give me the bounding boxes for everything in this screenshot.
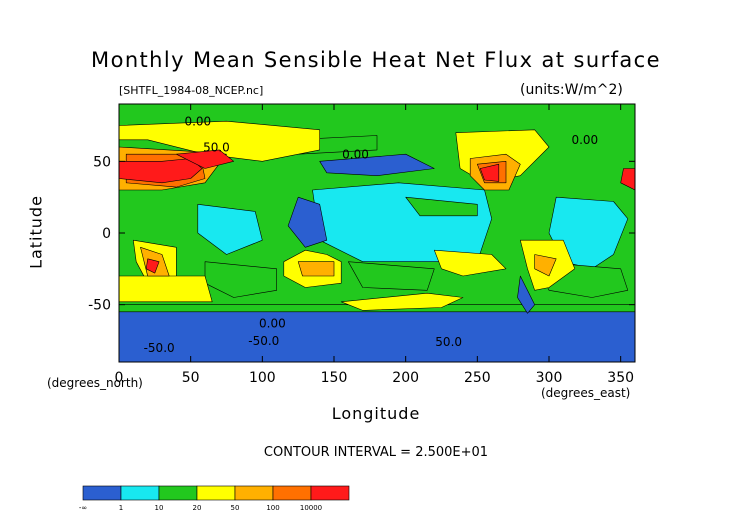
x-tick-label: 150 [321, 370, 348, 386]
colorbar-swatch [234, 485, 274, 501]
colorbar-tick-label: 100 [266, 504, 279, 512]
contour-label: 0.00 [342, 147, 369, 161]
y-axis-label: Latitude [26, 195, 46, 269]
colorbar-tick-label: 1 [119, 504, 123, 512]
colorbar-swatch [272, 485, 312, 501]
y-tick-label: 0 [102, 226, 111, 242]
map-region-low [312, 182, 493, 263]
map-region-positive [433, 249, 507, 277]
y-tick-label: 50 [93, 154, 111, 170]
colorbar-swatch [196, 485, 236, 501]
x-axis-label: Longitude [331, 404, 421, 423]
colorbar-tick-label: 50 [231, 504, 240, 512]
map-region-high [534, 254, 557, 277]
colorbar-swatch [120, 485, 160, 501]
map-region-very_negative [119, 311, 635, 362]
x-tick-label: 0 [115, 370, 124, 386]
map-region-very_negative [319, 153, 435, 176]
contour-label: 0.00 [571, 133, 598, 147]
axis-ticks: 0 50 100 150 200 250 300 350 -50 0 50 [88, 104, 635, 386]
map-region-low [197, 204, 263, 255]
colorbar-swatch [158, 485, 198, 501]
y-axis-unit-label: (degrees_north) [47, 376, 143, 390]
contour-label: 50.0 [435, 335, 462, 349]
map-region-highest [119, 158, 203, 184]
contour-label: -50.0 [144, 341, 175, 355]
map-region-very_negative [287, 196, 328, 248]
contour-label: 0.00 [184, 115, 211, 129]
map-region-positive [119, 120, 321, 162]
units-label: (units:W/m^2) [520, 82, 623, 98]
colorbar: -∞ 1 10 20 50 100 10000 [79, 485, 350, 512]
colorbar-swatch [310, 485, 350, 501]
map-region-positive [119, 275, 213, 303]
map-region-mid [405, 196, 478, 217]
map-region-highest [479, 163, 500, 182]
contour-interval-label: CONTOUR INTERVAL = 2.500E+01 [263, 445, 489, 460]
contour-label: 0.00 [259, 317, 286, 331]
x-tick-label: 250 [464, 370, 491, 386]
heat-flux-map [119, 104, 635, 362]
map-region-high [297, 261, 335, 277]
map-region-positive [340, 292, 464, 311]
file-label: [SHTFL_1984-08_NCEP.nc] [119, 84, 264, 97]
map-region-mid [347, 261, 435, 291]
x-tick-label: 300 [536, 370, 563, 386]
map-region-highest [176, 149, 234, 169]
x-tick-label: 50 [182, 370, 200, 386]
map-region-highest [620, 168, 635, 191]
x-axis-unit-label: (degrees_east) [541, 386, 631, 400]
colorbar-tick-label: -∞ [79, 504, 87, 512]
map-region-highest [145, 258, 160, 274]
map-region-very_negative [517, 275, 536, 314]
contour-label-group: 0.00 0.00 0.00 50.0 0.00 -50.0 -50.0 50.0 [144, 115, 599, 355]
colorbar-tick-label: 10 [155, 504, 164, 512]
chart-title: Monthly Mean Sensible Heat Net Flux at s… [91, 48, 661, 72]
colorbar-tick-label: 20 [193, 504, 202, 512]
map-region-low [548, 196, 629, 270]
contour-label: -50.0 [248, 334, 279, 348]
x-tick-label: 200 [392, 370, 419, 386]
x-tick-label: 350 [607, 370, 634, 386]
x-tick-label: 100 [249, 370, 276, 386]
y-tick-label: -50 [88, 298, 111, 314]
colorbar-tick-label: 10000 [300, 504, 322, 512]
contour-label: 50.0 [203, 140, 230, 154]
colorbar-swatch [82, 485, 122, 501]
